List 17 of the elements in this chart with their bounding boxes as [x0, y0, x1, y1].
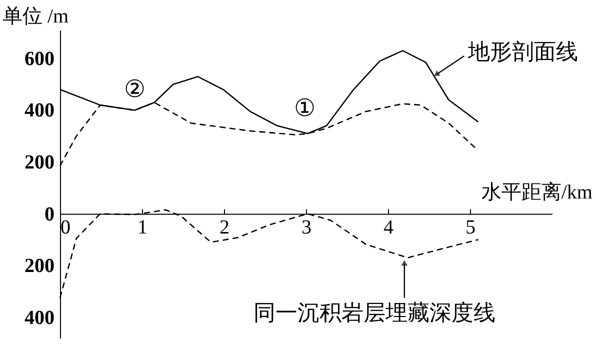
- annotation: ①: [294, 96, 316, 122]
- x-axis-title: 水平距离/km: [481, 181, 593, 204]
- x-tick-label: 5: [466, 216, 476, 238]
- annotation: 地形剖面线: [467, 39, 578, 64]
- y-tick-label: 200: [24, 152, 54, 174]
- x-tick-label: 1: [138, 216, 148, 238]
- y-tick-label: 600: [24, 48, 54, 70]
- x-tick-label: 2: [220, 216, 230, 238]
- y-tick-label: 400: [24, 306, 54, 329]
- y-tick-label: 200: [24, 255, 54, 278]
- annotation: 同一沉积岩层埋藏深度线: [253, 300, 496, 325]
- y-axis-title: 单位 /m: [2, 6, 70, 28]
- x-tick-label: 0: [60, 216, 70, 238]
- annotation: ②: [124, 77, 146, 103]
- x-tick-label: 4: [384, 216, 394, 238]
- x-tick-label: 3: [302, 216, 312, 238]
- y-tick-label: 400: [24, 100, 54, 122]
